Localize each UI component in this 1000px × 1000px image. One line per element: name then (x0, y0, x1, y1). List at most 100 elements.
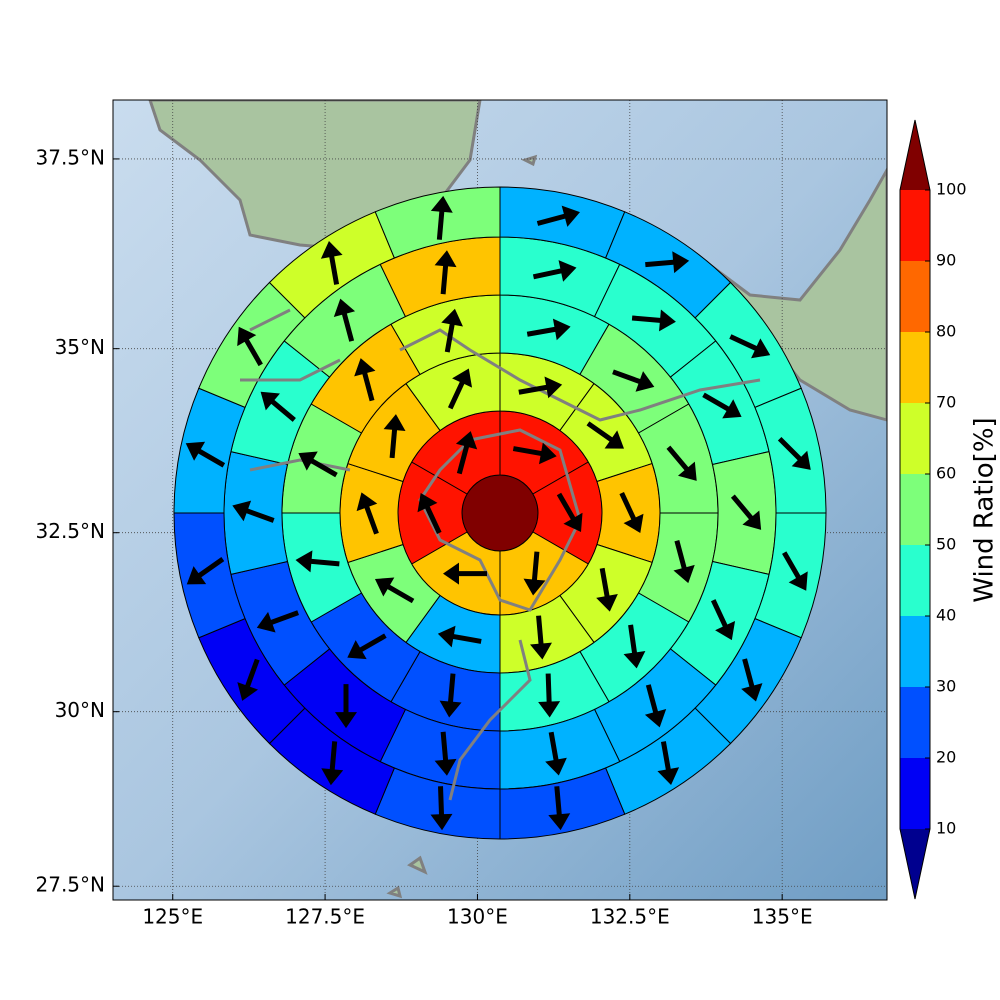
colorbar-tick-label: 30 (936, 677, 956, 696)
wind-arrow (334, 684, 357, 729)
colorbar-segment (900, 616, 930, 687)
wind-arrow (657, 741, 680, 785)
wind-arrow (333, 298, 356, 342)
wind-arrow (430, 195, 453, 240)
coast-line (240, 308, 351, 472)
wind-arrow (586, 421, 625, 449)
wind-arrow (383, 414, 406, 459)
wind-arrow (644, 684, 667, 728)
wind-arrow (518, 376, 563, 399)
wind-arrow (741, 658, 763, 702)
x-tick-label: 135°E (752, 905, 813, 929)
colorbar-tick-label: 90 (936, 251, 956, 270)
colorbar-tick-label: 100 (936, 180, 967, 199)
x-tick-label: 127.5°E (285, 905, 365, 929)
wind-arrow (777, 436, 811, 470)
wind-arrow (321, 741, 344, 786)
wind-arrow (545, 731, 567, 776)
wind-arrow (298, 451, 338, 478)
y-tick-label: 37.5°N (36, 145, 106, 169)
wind-arrow (186, 557, 225, 585)
wind-arrow (430, 786, 453, 831)
wind-arrow (347, 633, 387, 660)
ticks: 125°E 127.5°E 130°E 132.5°E 135°E 27.5°N 30°N 3… (36, 145, 813, 928)
wind-arrow (237, 658, 260, 701)
wind-arrow (596, 567, 618, 612)
colorbar-segment (900, 545, 930, 616)
x-tick-label: 125°E (142, 905, 203, 929)
wind-arrow (548, 786, 571, 831)
colorbar-segment (900, 474, 930, 545)
colorbar-tick-label: 20 (936, 748, 956, 767)
colorbar-tick-label: 10 (936, 819, 956, 838)
y-tick-label: 30°N (55, 698, 105, 722)
wind-arrow (729, 334, 771, 359)
wind-arrow (538, 673, 561, 718)
wind-arrow (434, 250, 457, 295)
wind-arrow (512, 442, 557, 465)
colorbar-tick-label: 80 (936, 322, 956, 341)
colorbar-tick-label: 60 (936, 464, 956, 483)
wind-arrow (295, 550, 340, 573)
wind-arrow (320, 241, 343, 285)
sector (374, 186, 501, 259)
wind-arrow (619, 492, 644, 533)
colorbar-extend-low (900, 829, 930, 899)
wind-arrow (237, 326, 263, 367)
wind-arrow (631, 309, 676, 332)
y-tick-label: 35°N (55, 335, 105, 359)
wind-arrow (536, 205, 580, 227)
wind-arrow (437, 625, 482, 648)
x-tick-label: 132.5°E (590, 905, 670, 929)
arrows (185, 195, 811, 831)
colorbar-segment (900, 261, 930, 332)
colorbar: 10 20 30 40 50 60 70 80 90 100 Wind Ratio[%] (899, 119, 1000, 900)
y-tick-label: 32.5°N (36, 519, 106, 543)
wind-arrow (730, 494, 762, 530)
wind-arrow (526, 318, 571, 341)
sectors (173, 186, 827, 840)
colorbar-segment (900, 190, 930, 261)
wind-arrow (260, 391, 296, 422)
wind-arrow (441, 308, 463, 353)
islands (386, 154, 538, 899)
wind-arrow (434, 731, 457, 776)
wind-arrow (782, 551, 808, 591)
wind-arrow (623, 624, 646, 669)
wind-arrow (185, 441, 226, 468)
colorbar-segment (900, 332, 930, 403)
wind-arrow (556, 492, 583, 533)
wind-arrow (530, 615, 552, 660)
coast-line (448, 639, 532, 801)
wind-arrow (356, 492, 379, 535)
wind-arrow (232, 500, 275, 523)
wind-arrow (374, 577, 415, 604)
wind-arrow (702, 392, 742, 419)
wind-arrow (455, 431, 478, 475)
colorbar-segment (900, 687, 930, 758)
wind-arrow (354, 358, 376, 402)
colorbar-tick-label: 50 (936, 535, 956, 554)
colorbar-tick-label: 40 (936, 606, 956, 625)
wind-arrow (439, 673, 462, 718)
colorbar-extend-high (900, 120, 930, 190)
axes-frame (112, 99, 888, 901)
colorbar-segment (900, 403, 930, 474)
wind-arrow (447, 368, 473, 410)
wind-arrow (666, 445, 697, 481)
wind-arrow (645, 251, 690, 274)
wind-arrow (523, 551, 546, 596)
wind-arrow (612, 369, 655, 392)
wind-arrow (532, 260, 577, 282)
wind-arrow (443, 562, 487, 585)
colorbar-label: Wind Ratio[%] (970, 417, 1000, 602)
y-tick-label: 27.5°N (36, 873, 106, 897)
colorbar-segment (900, 758, 930, 829)
colorbar-tick-label: 70 (936, 393, 956, 412)
wind-arrow (256, 610, 299, 633)
wind-arrow (710, 599, 736, 641)
wind-arrow (673, 540, 695, 584)
wind-arrow (417, 493, 442, 534)
x-tick-label: 130°E (447, 905, 508, 929)
